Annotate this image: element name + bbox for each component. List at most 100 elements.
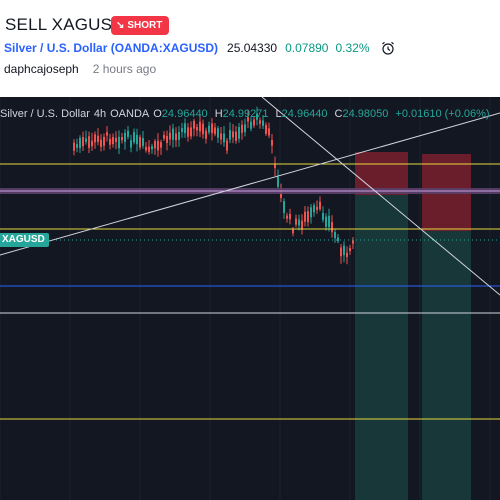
badge-label: SHORT <box>127 20 163 31</box>
candle-body <box>334 231 336 239</box>
candle-body <box>79 137 81 148</box>
candle-body <box>253 119 255 126</box>
candle-body <box>202 123 204 135</box>
candle-body <box>220 133 222 140</box>
candle-body <box>313 205 315 213</box>
candle-body <box>184 123 186 134</box>
candle-body <box>331 222 333 233</box>
trend-line-up <box>0 112 500 256</box>
short-stop-zone-1 <box>355 152 408 195</box>
publish-time: 2 hours ago <box>92 62 157 76</box>
candle-body <box>94 134 96 143</box>
candle-body <box>181 128 183 132</box>
candle-body <box>337 237 339 242</box>
candle-body <box>322 213 324 220</box>
candle-body <box>190 127 192 137</box>
author-link[interactable]: daphcajoseph <box>4 62 79 76</box>
candle-body <box>268 128 270 136</box>
candle-body <box>142 138 144 146</box>
candle-body <box>289 213 291 220</box>
candle-body <box>82 137 84 147</box>
candle-body <box>259 120 261 124</box>
chart-legend: Silver / U.S. Dollar 4h OANDA O24.96440 … <box>0 108 493 120</box>
symbol-link[interactable]: Silver / U.S. Dollar (OANDA:XAGUSD) <box>4 41 219 55</box>
price-change-percent: 0.32% <box>335 41 370 55</box>
candle-body <box>325 216 327 227</box>
candle-body <box>304 211 306 222</box>
candle-body <box>145 146 147 151</box>
candle-body <box>208 125 210 133</box>
candle-body <box>172 128 174 140</box>
candle-body <box>73 142 75 151</box>
candle-body <box>136 134 138 145</box>
idea-title: SELL XAGUSD <box>5 15 125 34</box>
candle-body <box>103 136 105 146</box>
price-change: 0.07890 <box>285 41 329 55</box>
candle-body <box>250 121 252 129</box>
short-target-zone-2 <box>422 231 471 500</box>
legend-close: C24.98050 <box>334 108 389 120</box>
candle-body <box>307 211 309 223</box>
candle-body <box>343 245 345 256</box>
legend-interval: 4h <box>93 108 107 120</box>
author-row: daphcajoseph 2 hours ago <box>4 62 156 76</box>
price-chart[interactable]: Silver / U.S. Dollar 4h OANDA O24.96440 … <box>0 97 500 500</box>
candle-body <box>328 215 330 228</box>
candle-body <box>295 218 297 225</box>
candle-body <box>211 123 213 134</box>
candle-body <box>100 139 102 147</box>
candle-body <box>139 136 141 148</box>
candle-body <box>154 141 156 149</box>
candle-body <box>169 132 171 140</box>
legend-exchange: OANDA <box>110 108 150 120</box>
candle-body <box>121 137 123 141</box>
legend-low: L24.96440 <box>275 108 328 120</box>
legend-open: O24.96440 <box>153 108 208 120</box>
candle-body <box>298 219 300 226</box>
candle-body <box>346 252 348 258</box>
arrow-down-icon: ↘ <box>116 20 125 31</box>
candle-body <box>91 140 93 147</box>
candle-body <box>187 127 189 137</box>
candle-body <box>226 140 228 151</box>
alarm-clock-icon[interactable] <box>380 40 396 56</box>
legend-high: H24.99271 <box>214 108 269 120</box>
candle-body <box>277 177 279 187</box>
candle-body <box>148 146 150 152</box>
candle-body <box>292 229 294 234</box>
candle-body <box>112 137 114 145</box>
candle-body <box>193 120 195 129</box>
candle-body <box>76 144 78 148</box>
candle-body <box>178 131 180 140</box>
candle-body <box>247 117 249 122</box>
candle-body <box>265 124 267 134</box>
candle-body <box>271 140 273 146</box>
candle-body <box>160 142 162 148</box>
candle-body <box>109 138 111 145</box>
candle-body <box>319 201 321 210</box>
candle-body <box>127 130 129 137</box>
candle-body <box>97 135 99 142</box>
idea-header: SELL XAGUSD ↘ SHORT Silver / U.S. Dollar… <box>0 0 500 97</box>
chart-canvas <box>0 97 500 500</box>
candle-body <box>118 136 120 149</box>
candle-body <box>124 132 126 142</box>
candle-body <box>241 124 243 133</box>
candle-body <box>244 124 246 133</box>
candle-body <box>199 121 201 132</box>
candle-body <box>133 132 135 143</box>
legend-symbol: Silver / U.S. Dollar <box>0 108 90 120</box>
candle-body <box>235 131 237 141</box>
candle-body <box>340 247 342 257</box>
candle-body <box>205 130 207 139</box>
short-target-zone-1 <box>355 195 408 500</box>
candle-body <box>352 240 354 244</box>
candle-body <box>163 134 165 139</box>
candle-body <box>157 140 159 151</box>
candle-body <box>229 130 231 140</box>
candle-body <box>238 126 240 139</box>
chart-grid <box>0 97 491 500</box>
last-price: 25.04330 <box>227 41 278 55</box>
candle-body <box>85 138 87 142</box>
candle-body <box>232 131 234 138</box>
